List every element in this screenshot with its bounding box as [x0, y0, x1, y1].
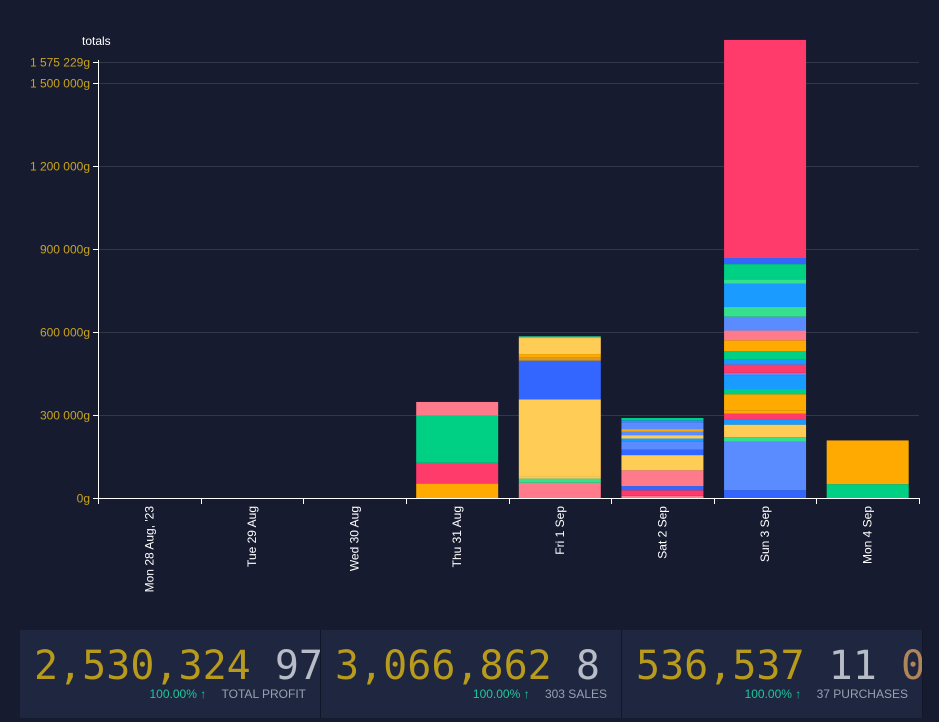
bar-segment[interactable] — [518, 482, 601, 498]
bar-segment[interactable] — [724, 419, 807, 425]
y-tick-label: 900 000g — [40, 243, 90, 257]
bar-segment[interactable] — [724, 424, 807, 438]
purchases-copper: 0 — [900, 643, 923, 689]
bar-segment[interactable] — [724, 441, 807, 491]
y-tick-label: 300 000g — [40, 409, 90, 423]
y-tick-label: 600 000g — [40, 326, 90, 340]
bar-segment[interactable] — [724, 39, 807, 259]
bar-segment[interactable] — [518, 478, 601, 483]
profit-card: 2,530,324 97 4 100.00% ↑ TOTAL PROFIT — [20, 630, 321, 718]
bar-segment[interactable] — [621, 422, 704, 430]
x-tick-label: Fri 1 Sep — [553, 506, 567, 555]
bar-segment[interactable] — [621, 420, 704, 423]
bar-segment[interactable] — [724, 307, 807, 317]
bar-segment[interactable] — [621, 418, 704, 421]
bar-segment[interactable] — [621, 490, 704, 496]
profit-label: TOTAL PROFIT — [221, 687, 306, 701]
bar-series — [416, 39, 909, 498]
x-tick-label: Mon 28 Aug, '23 — [142, 506, 156, 593]
x-tick-label: Mon 4 Sep — [861, 506, 875, 564]
summary-cards: 2,530,324 97 4 100.00% ↑ TOTAL PROFIT 3,… — [20, 630, 939, 718]
bar-segment[interactable] — [724, 340, 807, 352]
bar-segment[interactable] — [416, 483, 499, 498]
bar-segment[interactable] — [416, 462, 499, 484]
bar-segment[interactable] — [724, 372, 807, 376]
totals-chart: totals 0g 300 000g 600 000g 900 000g 1 200 0… — [30, 34, 920, 593]
bar-segment[interactable] — [724, 279, 807, 284]
bar-segment[interactable] — [518, 357, 601, 361]
bar-segment[interactable] — [826, 440, 909, 485]
bar-segment[interactable] — [724, 389, 807, 395]
bar-segment[interactable] — [724, 364, 807, 373]
sales-card: 3,066,862 8 4 100.00% ↑ 303 SALES — [321, 630, 622, 718]
sales-amount: 3,066,862 8 4 — [335, 643, 621, 689]
bar-segment[interactable] — [724, 264, 807, 280]
y-tick-label: 1 575 229g — [30, 56, 90, 70]
purchases-change: 100.00% ↑ — [744, 687, 802, 701]
bar-segment[interactable] — [621, 429, 704, 432]
bar-segment[interactable] — [724, 413, 807, 420]
bar-segment[interactable] — [724, 330, 807, 341]
bar-segment[interactable] — [621, 438, 704, 442]
x-tick-label: Sun 3 Sep — [758, 506, 772, 562]
bar-segment[interactable] — [621, 431, 704, 436]
bar-segment[interactable] — [416, 401, 499, 416]
bar-segment[interactable] — [518, 399, 601, 477]
axes: 0g 300 000g 600 000g 900 000g 1 200 000g 1 50… — [30, 56, 920, 593]
bar-segment[interactable] — [724, 351, 807, 360]
x-tick-label: Thu 31 Aug — [450, 506, 464, 567]
bar-segment[interactable] — [621, 495, 704, 498]
purchases-silver: 11 — [828, 643, 877, 689]
sales-gold: 3,066,862 — [335, 643, 552, 689]
sales-silver: 8 — [575, 643, 600, 689]
profit-silver: 97 — [274, 643, 321, 689]
purchases-gold: 536,537 — [636, 643, 805, 689]
bar-segment[interactable] — [724, 375, 807, 390]
bar-segment[interactable] — [621, 470, 704, 487]
y-tick-label: 0g — [77, 492, 90, 506]
bar-segment[interactable] — [724, 316, 807, 331]
y-tick-label: 1 200 000g — [30, 160, 90, 174]
purchases-card: 536,537 11 0 100.00% ↑ 37 PURCHASES — [622, 630, 923, 718]
bar-segment[interactable] — [518, 336, 601, 339]
bar-segment[interactable] — [621, 455, 704, 471]
profit-amount: 2,530,324 97 4 — [34, 643, 321, 689]
bar-segment[interactable] — [518, 360, 601, 400]
bar-segment[interactable] — [724, 394, 807, 411]
bar-segment[interactable] — [724, 258, 807, 265]
bar-segment[interactable] — [724, 283, 807, 308]
chart-title: totals — [82, 34, 111, 48]
bar-segment[interactable] — [621, 486, 704, 491]
sales-label: 303 SALES — [544, 687, 607, 701]
x-tick-label: Sat 2 Sep — [655, 506, 669, 559]
bar-segment[interactable] — [724, 490, 807, 498]
bar-segment[interactable] — [621, 441, 704, 450]
bar-segment[interactable] — [518, 338, 601, 355]
bar-segment[interactable] — [826, 484, 909, 498]
bar-segment[interactable] — [724, 410, 807, 414]
x-tick-label: Wed 30 Aug — [348, 506, 362, 571]
purchases-label: 37 PURCHASES — [816, 687, 908, 701]
profit-gold: 2,530,324 — [34, 643, 251, 689]
bar-segment[interactable] — [518, 354, 601, 358]
purchases-amount: 536,537 11 0 — [636, 643, 923, 689]
bar-segment[interactable] — [724, 359, 807, 365]
y-tick-label: 1 500 000g — [30, 77, 90, 91]
bar-segment[interactable] — [518, 476, 601, 479]
bar-segment[interactable] — [621, 435, 704, 439]
bar-segment[interactable] — [724, 437, 807, 442]
sales-change: 100.00% ↑ — [472, 687, 530, 701]
x-tick-label: Tue 29 Aug — [245, 506, 259, 567]
bar-segment[interactable] — [416, 415, 499, 463]
profit-change: 100.00% ↑ — [149, 687, 207, 701]
bar-segment[interactable] — [621, 449, 704, 456]
